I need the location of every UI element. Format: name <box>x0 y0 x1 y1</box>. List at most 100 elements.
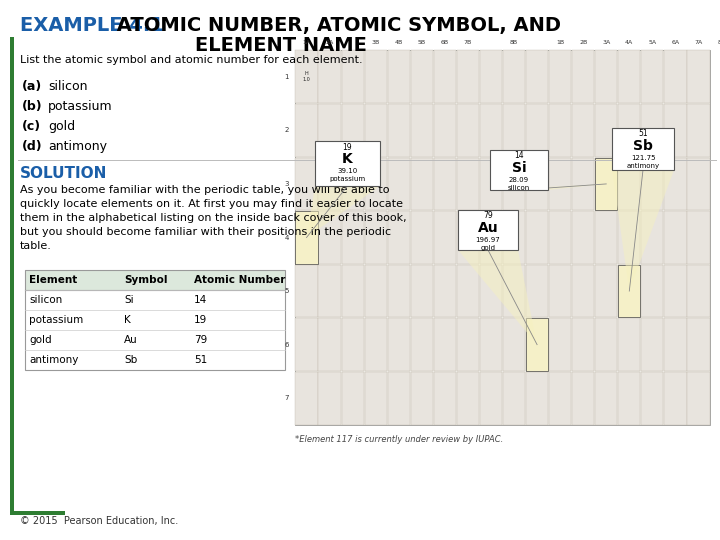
Bar <box>688 50 710 103</box>
Bar <box>480 265 502 318</box>
Bar <box>572 104 594 157</box>
Bar <box>456 265 479 318</box>
Text: 3: 3 <box>284 181 289 187</box>
Bar <box>25 270 285 370</box>
Bar <box>295 50 710 425</box>
Bar <box>572 50 594 103</box>
Bar <box>612 128 674 170</box>
Bar <box>410 104 433 157</box>
Text: 19: 19 <box>194 315 207 325</box>
Bar <box>456 318 479 371</box>
Text: Si: Si <box>512 161 526 175</box>
Bar <box>618 50 640 103</box>
Text: Si: Si <box>124 295 134 305</box>
Bar <box>480 211 502 264</box>
Bar <box>618 265 640 318</box>
Text: As you become familiar with the periodic table, you will be able to: As you become familiar with the periodic… <box>20 185 390 195</box>
Bar <box>364 372 387 424</box>
Text: 7A: 7A <box>694 40 703 45</box>
Text: ATOMIC NUMBER, ATOMIC SYMBOL, AND: ATOMIC NUMBER, ATOMIC SYMBOL, AND <box>110 16 561 35</box>
Bar <box>642 318 664 371</box>
Bar <box>688 372 710 424</box>
Bar <box>549 104 571 157</box>
Text: 4B: 4B <box>395 40 403 45</box>
Bar <box>618 318 640 371</box>
Polygon shape <box>612 170 674 291</box>
Bar <box>341 265 364 318</box>
Text: (c): (c) <box>22 120 41 133</box>
Bar <box>433 104 456 157</box>
Polygon shape <box>307 186 380 238</box>
Bar <box>642 211 664 264</box>
Bar <box>688 104 710 157</box>
Bar <box>318 158 341 210</box>
Text: 51: 51 <box>638 130 648 138</box>
Bar <box>572 318 594 371</box>
Bar <box>318 318 341 371</box>
Text: 4A: 4A <box>625 40 634 45</box>
Text: gold: gold <box>29 335 52 345</box>
Bar <box>318 211 341 264</box>
Bar <box>410 50 433 103</box>
Bar <box>595 372 617 424</box>
Bar <box>572 265 594 318</box>
Text: 7B: 7B <box>464 40 472 45</box>
Text: Sb: Sb <box>633 139 653 153</box>
Bar <box>665 50 687 103</box>
Bar <box>503 211 525 264</box>
Bar <box>665 104 687 157</box>
Bar <box>595 158 617 210</box>
Bar <box>433 372 456 424</box>
Bar <box>341 104 364 157</box>
Polygon shape <box>458 250 537 345</box>
Bar <box>549 265 571 318</box>
Bar <box>618 265 640 318</box>
Text: gold: gold <box>480 245 495 251</box>
Bar <box>503 158 525 210</box>
Text: Au: Au <box>124 335 138 345</box>
Text: silicon: silicon <box>29 295 62 305</box>
Bar <box>410 265 433 318</box>
Text: K: K <box>124 315 131 325</box>
Bar <box>549 318 571 371</box>
Bar <box>595 50 617 103</box>
Text: antimony: antimony <box>626 163 660 169</box>
Text: *Element 117 is currently under review by IUPAC.: *Element 117 is currently under review b… <box>295 435 503 444</box>
Text: 5: 5 <box>284 288 289 294</box>
Text: 8B: 8B <box>510 40 518 45</box>
Bar <box>480 372 502 424</box>
Bar <box>387 372 410 424</box>
Bar <box>688 158 710 210</box>
Bar <box>433 158 456 210</box>
Text: 8A: 8A <box>717 40 720 45</box>
Bar <box>665 372 687 424</box>
Text: 7: 7 <box>284 395 289 401</box>
Bar <box>456 104 479 157</box>
Text: silicon: silicon <box>48 80 88 93</box>
Bar <box>295 318 318 371</box>
Bar <box>295 50 318 103</box>
Text: 5B: 5B <box>418 40 426 45</box>
Bar <box>295 372 318 424</box>
Text: 79: 79 <box>194 335 207 345</box>
Text: 19: 19 <box>343 143 352 152</box>
Text: Element: Element <box>29 275 77 285</box>
Bar <box>549 158 571 210</box>
Text: 2: 2 <box>284 127 289 133</box>
Bar <box>318 104 341 157</box>
Bar <box>618 104 640 157</box>
Text: 14: 14 <box>194 295 207 305</box>
Bar <box>526 50 548 103</box>
Bar <box>480 318 502 371</box>
Text: SOLUTION: SOLUTION <box>20 166 107 181</box>
Text: 121.75: 121.75 <box>631 155 655 161</box>
Text: 79: 79 <box>483 212 493 220</box>
Bar <box>526 318 548 371</box>
Bar <box>665 211 687 264</box>
Text: Atomic Number: Atomic Number <box>194 275 285 285</box>
Bar <box>433 318 456 371</box>
Text: ELEMENT NAME: ELEMENT NAME <box>195 36 367 55</box>
Text: potassium: potassium <box>330 176 366 182</box>
Bar <box>549 211 571 264</box>
Text: but you should become familiar with their positions in the periodic: but you should become familiar with thei… <box>20 227 391 237</box>
